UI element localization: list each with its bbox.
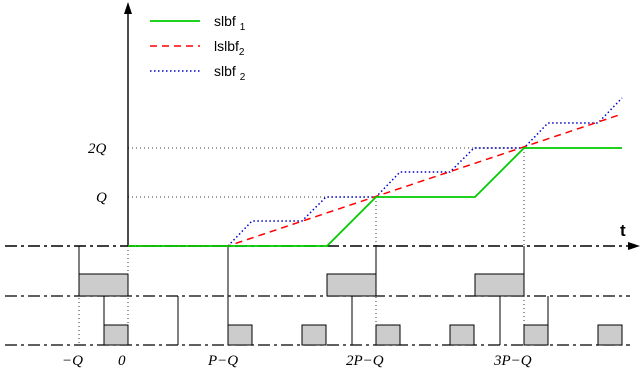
y-axis-arrow-icon <box>124 2 132 14</box>
legend-label-lslbf2: lslbf2 <box>214 38 245 58</box>
budget-block <box>375 324 401 346</box>
y-label-2q: 2Q <box>88 141 107 157</box>
budget-block <box>103 324 129 346</box>
schedule-row-2 <box>5 296 630 346</box>
budget-block <box>227 324 253 346</box>
slbf1-curve <box>128 147 622 247</box>
legend-label-slbf1: slbf 1 <box>214 13 246 33</box>
legend: slbf 1 lslbf2 slbf 2 <box>150 13 246 83</box>
x-label-2p-minus-q: 2P−Q <box>346 353 384 369</box>
budget-block <box>474 273 525 297</box>
y-label-q: Q <box>96 190 107 206</box>
budget-block <box>597 324 623 346</box>
x-label-zero: 0 <box>118 353 126 369</box>
x-label-p-minus-q: P−Q <box>207 353 238 369</box>
budget-block <box>78 273 129 297</box>
budget-block <box>301 324 327 346</box>
budget-block <box>523 324 549 346</box>
x-label-neg-q: −Q <box>62 353 83 369</box>
slbf2-curve <box>128 97 623 247</box>
time-axis-arrow-icon <box>628 242 640 250</box>
time-axis-label: t <box>620 221 626 240</box>
lslbf2-curve <box>128 113 623 247</box>
budget-block <box>326 273 377 297</box>
budget-block <box>449 324 475 346</box>
x-label-3p-minus-q: 3P−Q <box>493 353 532 369</box>
schedule-row-1 <box>5 246 630 297</box>
legend-label-slbf2: slbf 2 <box>214 63 246 83</box>
